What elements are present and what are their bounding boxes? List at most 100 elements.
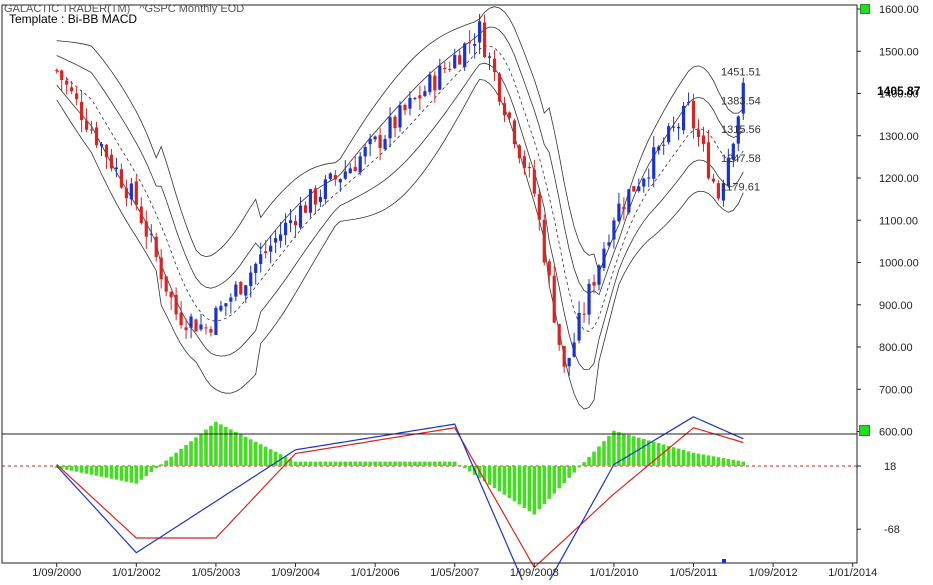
macd-pane [2,416,857,585]
candle-body [129,183,133,200]
candle-body [75,93,79,100]
macd-histogram-bar [637,437,641,466]
macd-histogram-bar [214,421,218,466]
candle-body [139,206,143,224]
macd-histogram-bar [602,441,606,466]
macd-histogram-bar [204,429,208,466]
macd-histogram-bar [393,461,397,466]
macd-histogram-bar [129,466,134,483]
bollinger-band-line [56,62,744,371]
macd-histogram-bar [149,466,154,473]
macd-histogram-bar [413,461,417,466]
bollinger-band-line [56,78,744,410]
candle-body [219,305,223,311]
candle-body [254,263,258,273]
candle-body [721,183,725,201]
candle-body [468,42,472,44]
macd-histogram-bar [418,461,422,466]
candle-body [134,181,138,205]
macd-histogram-bar [408,461,412,466]
macd-histogram-bar [721,458,726,466]
macd-histogram-bar [104,466,109,478]
macd-histogram-bar [179,448,183,466]
macd-histogram-bar [298,461,303,466]
current-price-label: 1405.87 [877,84,921,98]
candle-body [502,103,507,116]
candle-body [557,323,561,346]
macd-histogram-bar [318,461,323,466]
macd-histogram-bar [671,447,676,466]
candle-body [478,21,482,43]
candle-body [592,281,596,286]
macd-histogram-bar [268,449,273,466]
macd-frame [1,433,858,564]
macd-histogram-bar [706,455,711,466]
candle-body [209,329,213,333]
candle-body [179,312,183,326]
band-value-label: 1247.58 [721,153,761,165]
macd-histogram-bar [398,461,402,466]
macd-histogram-bar [253,441,258,466]
scroll-bottom-marker[interactable] [722,559,726,563]
macd-histogram-bar [154,466,159,469]
candle-body [184,327,188,331]
macd-histogram-bar [199,433,203,466]
candle-body [487,56,492,58]
candle-body [696,129,701,138]
candle-body [507,112,512,119]
candle-body [368,138,372,145]
candle-body [214,307,218,336]
bollinger-band-line [56,26,744,296]
macd-histogram-bar [368,461,372,466]
macd-histogram-bar [159,464,163,466]
candle-body [94,127,99,146]
candle-body [681,105,686,131]
macd-histogram-bar [542,466,547,505]
macd-tick-label: 18 [884,461,896,473]
macd-histogram-bar [562,466,566,484]
macd-histogram-bar [532,466,537,515]
candle-body [328,173,332,179]
candle-body [532,169,536,194]
candle-body [383,139,387,149]
macd-histogram-bar [134,466,139,484]
macd-histogram-bar [651,441,656,466]
candle-body [80,102,84,121]
macd-histogram-bar [224,426,228,466]
candle-body [343,171,347,179]
candle-body [691,100,696,129]
macd-histogram-bar [522,466,527,508]
candle-body [517,145,521,159]
macd-histogram-bar [99,466,104,477]
candle-body [607,242,611,246]
macd-histogram-bar [69,466,74,471]
macd-histogram-bar [363,461,367,466]
date-label: 1/01/2010 [589,567,638,579]
candle-body [358,156,362,173]
app-title: GALACTIC TRADER(TM) ^GSPC Monthly EOD [4,3,244,15]
candle-body [89,129,94,131]
candle-body [234,284,238,297]
candle-body [308,189,313,213]
scroll-top-marker[interactable] [860,4,870,14]
candle-body [443,67,447,70]
macd-histogram-bar [666,445,671,466]
candle-body [119,169,123,188]
macd-histogram-bar [492,466,497,489]
candle-body [264,251,268,253]
pane-splitter-marker[interactable] [859,425,870,436]
macd-histogram-bar [482,466,487,482]
candle-body [627,189,631,213]
macd-histogram-bar [423,461,427,466]
macd-histogram-bar [144,466,149,476]
macd-histogram-bar [641,438,646,466]
bollinger-band-line [56,45,744,332]
macd-histogram-bar [229,429,233,466]
candle-body [65,80,69,85]
macd-histogram-bar [676,448,681,466]
candle-body [259,254,263,264]
candle-body [333,175,337,180]
candle-body [667,126,671,143]
macd-histogram-bar [686,451,691,466]
macd-histogram-bar [557,466,561,489]
